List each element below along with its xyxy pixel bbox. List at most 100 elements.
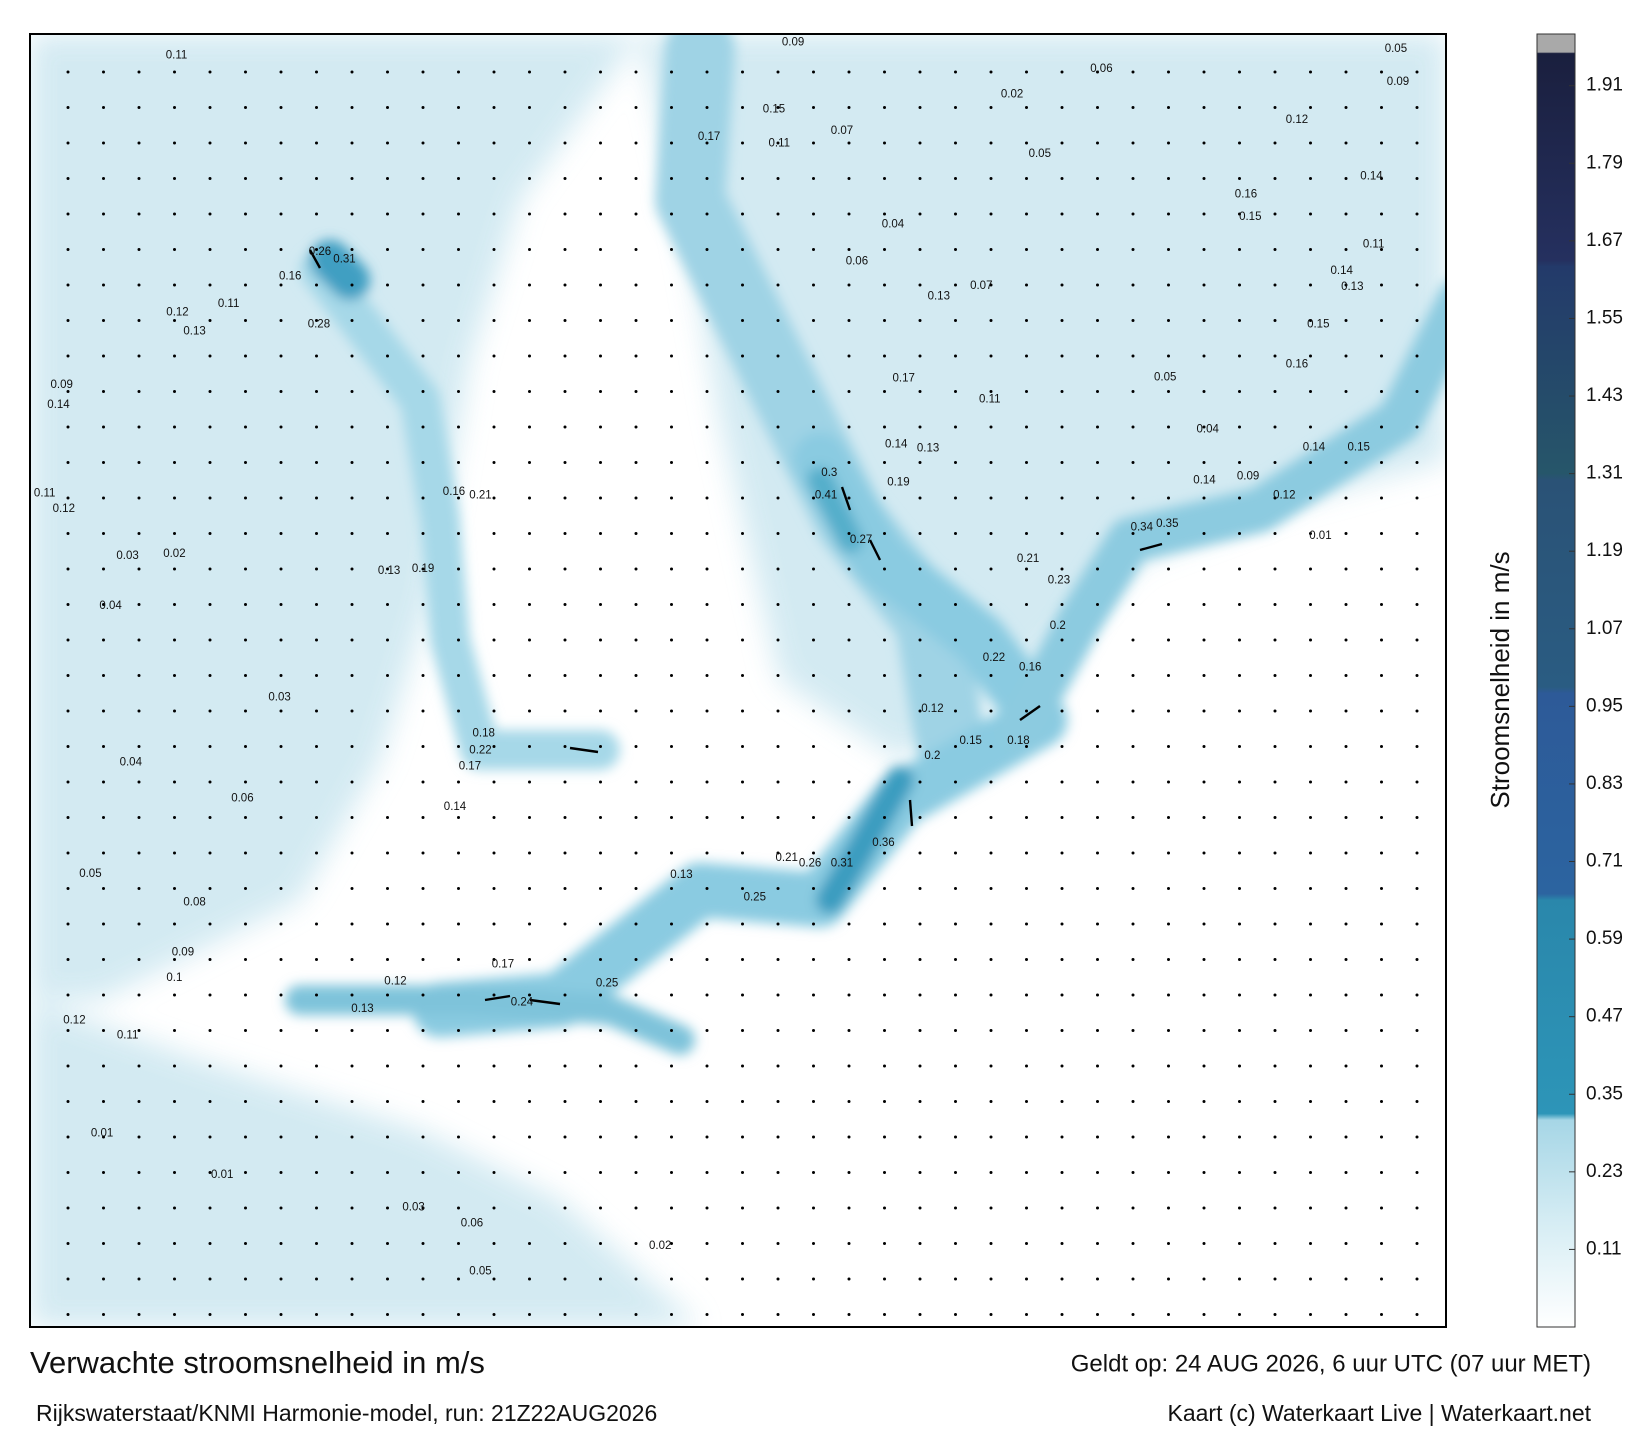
grid-dot [634, 851, 638, 855]
grid-dot [315, 851, 318, 855]
current-label: 0.19 [887, 477, 909, 489]
grid-dot [173, 1277, 176, 1281]
grid-dot [989, 1100, 993, 1103]
grid-dot [989, 816, 993, 819]
grid-dot [208, 674, 212, 677]
grid-dot [705, 1313, 709, 1316]
grid-dot [1131, 638, 1135, 642]
grid-dot [812, 1313, 815, 1316]
grid-dot [1380, 1313, 1383, 1316]
grid-dot [315, 922, 318, 926]
grid-dot [1380, 461, 1383, 464]
grid-dot [1096, 212, 1099, 216]
grid-dot [634, 993, 638, 997]
grid-dot [350, 532, 354, 535]
grid-dot [1060, 780, 1064, 784]
grid-dot [421, 496, 425, 500]
grid-dot [208, 1277, 212, 1281]
grid-dot [1273, 638, 1277, 642]
grid-dot [812, 674, 815, 677]
grid-dot [1309, 1029, 1312, 1032]
grid-dot [457, 70, 460, 74]
grid-dot [208, 461, 212, 464]
grid-dot [1415, 390, 1419, 393]
grid-dot [883, 745, 886, 748]
grid-dot [102, 922, 105, 926]
grid-dot [989, 674, 993, 677]
current-label: 0.09 [1237, 470, 1259, 482]
grid-dot [599, 1029, 602, 1032]
current-label: 0.01 [211, 1169, 233, 1181]
current-label: 0.11 [218, 298, 240, 310]
grid-dot [989, 851, 993, 855]
grid-dot [634, 319, 638, 322]
grid-dot [954, 1135, 957, 1139]
grid-dot [1096, 922, 1099, 926]
grid-dot [1238, 532, 1241, 535]
grid-dot [315, 709, 318, 713]
grid-dot [492, 674, 496, 677]
grid-dot [1096, 816, 1099, 819]
map-title: Verwachte stroomsnelheid in m/s [30, 1345, 485, 1380]
grid-dot [563, 1242, 567, 1245]
grid-dot [883, 603, 886, 606]
grid-dot [1415, 958, 1419, 961]
current-label: 0.3 [821, 467, 837, 479]
grid-dot [102, 745, 105, 748]
grid-dot [66, 1277, 70, 1281]
grid-dot [137, 1135, 141, 1139]
grid-dot [812, 780, 815, 784]
grid-dot [918, 1100, 922, 1103]
grid-dot [1096, 461, 1099, 464]
grid-dot [1060, 177, 1064, 180]
colorbar-tick-label: 1.67 [1586, 230, 1623, 251]
grid-dot [1202, 1171, 1206, 1174]
grid-dot [102, 248, 105, 251]
grid-dot [1167, 1029, 1170, 1032]
grid-dot [954, 212, 957, 216]
grid-dot [528, 461, 531, 464]
grid-dot [812, 851, 815, 855]
valid-time: Geldt op: 24 AUG 2026, 6 uur UTC (07 uur… [1071, 1350, 1591, 1377]
grid-dot [66, 674, 70, 677]
grid-dot [1167, 212, 1170, 216]
grid-dot [1167, 780, 1170, 784]
grid-dot [1025, 496, 1028, 500]
grid-dot [350, 390, 354, 393]
grid-dot [528, 709, 531, 713]
grid-dot [883, 1313, 886, 1316]
grid-dot [350, 319, 354, 322]
current-label: 0.02 [163, 548, 185, 560]
grid-dot [883, 887, 886, 890]
grid-dot [528, 603, 531, 606]
current-label: 0.25 [596, 977, 618, 989]
grid-dot [208, 70, 212, 74]
grid-dot [66, 496, 70, 500]
grid-dot [244, 141, 247, 145]
grid-dot [421, 70, 425, 74]
grid-dot [634, 674, 638, 677]
grid-dot [315, 319, 318, 322]
grid-dot [208, 106, 212, 109]
colorbar-tick-label: 0.95 [1586, 695, 1623, 716]
current-label: 0.02 [649, 1240, 671, 1252]
grid-dot [208, 745, 212, 748]
grid-dot [599, 1171, 602, 1174]
grid-dot [1202, 390, 1206, 393]
grid-dot [599, 1064, 602, 1068]
grid-dot [776, 958, 780, 961]
grid-dot [847, 141, 851, 145]
grid-dot [492, 745, 496, 748]
grid-dot [1344, 993, 1348, 997]
grid-dot [918, 425, 922, 429]
grid-dot [989, 354, 993, 358]
grid-dot [137, 461, 141, 464]
grid-dot [1202, 922, 1206, 926]
grid-dot [457, 958, 460, 961]
grid-dot [137, 496, 141, 500]
grid-dot [705, 283, 709, 287]
grid-dot [847, 532, 851, 535]
grid-dot [776, 248, 780, 251]
grid-dot [1273, 709, 1277, 713]
grid-dot [1131, 319, 1135, 322]
